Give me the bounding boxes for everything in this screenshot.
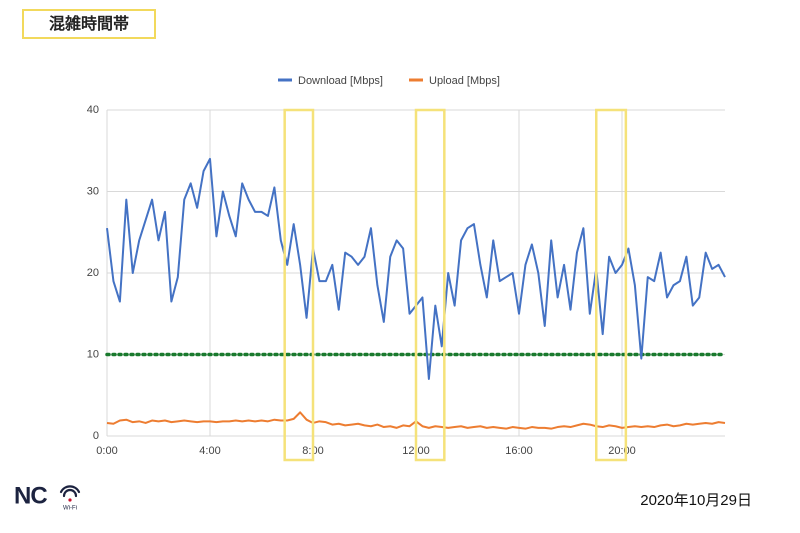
logo-text: NC <box>14 482 47 509</box>
y-tick-label: 0 <box>93 430 99 442</box>
wifi-icon <box>59 485 81 502</box>
label: 混雑時間帯 <box>49 14 129 33</box>
x-tick-label: 16:00 <box>505 445 533 457</box>
y-tick-label: 20 <box>87 267 99 279</box>
legend-label: Upload [Mbps] <box>429 75 500 87</box>
x-tick-label: 0:00 <box>96 445 117 457</box>
y-tick-label: 10 <box>87 348 99 360</box>
highlight-box <box>414 108 446 462</box>
y-tick-label: 30 <box>87 185 99 197</box>
legend-label: Download [Mbps] <box>298 75 383 87</box>
x-tick-label: 20:00 <box>608 445 636 457</box>
highlight-box <box>283 108 315 462</box>
logo-sub: Wi-Fi <box>63 506 77 512</box>
label-box <box>22 9 156 39</box>
x-tick-label: 4:00 <box>199 445 220 457</box>
y-tick-label: 40 <box>87 104 99 116</box>
date: 2020年10月29日 <box>640 492 752 509</box>
highlight-box <box>595 108 628 462</box>
